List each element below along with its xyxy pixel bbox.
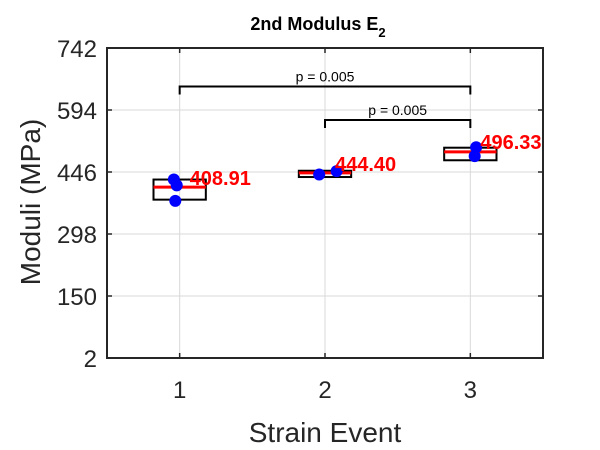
- data-point: [169, 194, 182, 207]
- significance-bracket: [178, 85, 472, 95]
- y-tick-label: 150: [57, 284, 97, 311]
- y-tick-label: 2: [84, 346, 97, 373]
- data-point: [170, 179, 183, 192]
- significance-bracket: [324, 119, 472, 129]
- points-layer: [167, 141, 483, 207]
- significance-label: p = 0.005: [296, 69, 355, 85]
- data-point: [470, 141, 483, 154]
- data-point: [468, 150, 481, 163]
- x-tick-label: 1: [173, 377, 186, 404]
- chart-title-subscript: 2: [378, 25, 385, 40]
- significance-label: p = 0.005: [368, 102, 427, 118]
- y-tick-label: 298: [57, 222, 97, 249]
- value-annotation: 444.40: [335, 154, 396, 176]
- x-tick-label: 2: [318, 377, 331, 404]
- x-tick-label: 3: [464, 377, 477, 404]
- data-point: [330, 165, 343, 178]
- ticks-layer: 2 150 298 446 594 742 1 2 3: [57, 36, 543, 404]
- data-point: [313, 168, 326, 181]
- chart-title: 2nd Modulus E2: [250, 14, 385, 40]
- y-axis-label: Moduli (MPa): [15, 119, 46, 285]
- y-tick-label: 446: [57, 160, 97, 187]
- x-axis-label: Strain Event: [249, 417, 402, 448]
- value-annotation: 408.91: [190, 168, 251, 190]
- sig-layer: p = 0.005 p = 0.005: [178, 69, 472, 129]
- labels-layer: 408.91 444.40 496.33: [190, 132, 542, 190]
- value-annotation: 496.33: [480, 132, 541, 154]
- y-tick-label: 742: [57, 36, 97, 63]
- y-tick-label: 594: [57, 98, 97, 125]
